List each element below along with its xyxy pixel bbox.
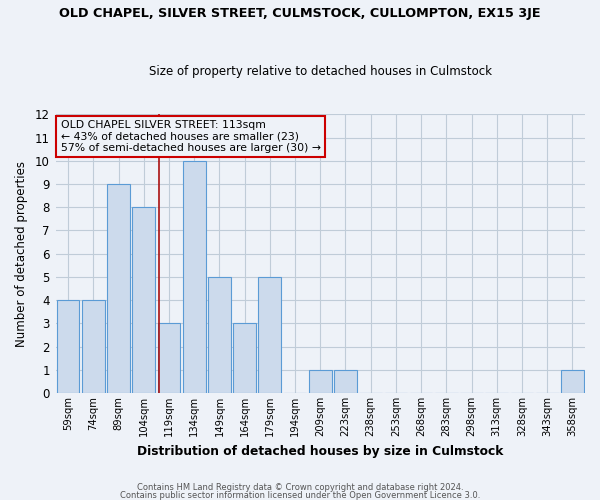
- Title: Size of property relative to detached houses in Culmstock: Size of property relative to detached ho…: [149, 66, 492, 78]
- Bar: [82, 300, 104, 393]
- Text: OLD CHAPEL SILVER STREET: 113sqm
← 43% of detached houses are smaller (23)
57% o: OLD CHAPEL SILVER STREET: 113sqm ← 43% o…: [61, 120, 321, 153]
- Bar: [183, 161, 206, 393]
- Bar: [233, 324, 256, 393]
- Y-axis label: Number of detached properties: Number of detached properties: [15, 160, 28, 346]
- Bar: [107, 184, 130, 393]
- Bar: [57, 300, 79, 393]
- Text: OLD CHAPEL, SILVER STREET, CULMSTOCK, CULLOMPTON, EX15 3JE: OLD CHAPEL, SILVER STREET, CULMSTOCK, CU…: [59, 8, 541, 20]
- Text: Contains public sector information licensed under the Open Government Licence 3.: Contains public sector information licen…: [120, 490, 480, 500]
- Bar: [334, 370, 357, 393]
- Bar: [259, 277, 281, 393]
- Bar: [208, 277, 231, 393]
- X-axis label: Distribution of detached houses by size in Culmstock: Distribution of detached houses by size …: [137, 444, 503, 458]
- Bar: [158, 324, 181, 393]
- Bar: [561, 370, 584, 393]
- Text: Contains HM Land Registry data © Crown copyright and database right 2024.: Contains HM Land Registry data © Crown c…: [137, 484, 463, 492]
- Bar: [133, 208, 155, 393]
- Bar: [309, 370, 332, 393]
